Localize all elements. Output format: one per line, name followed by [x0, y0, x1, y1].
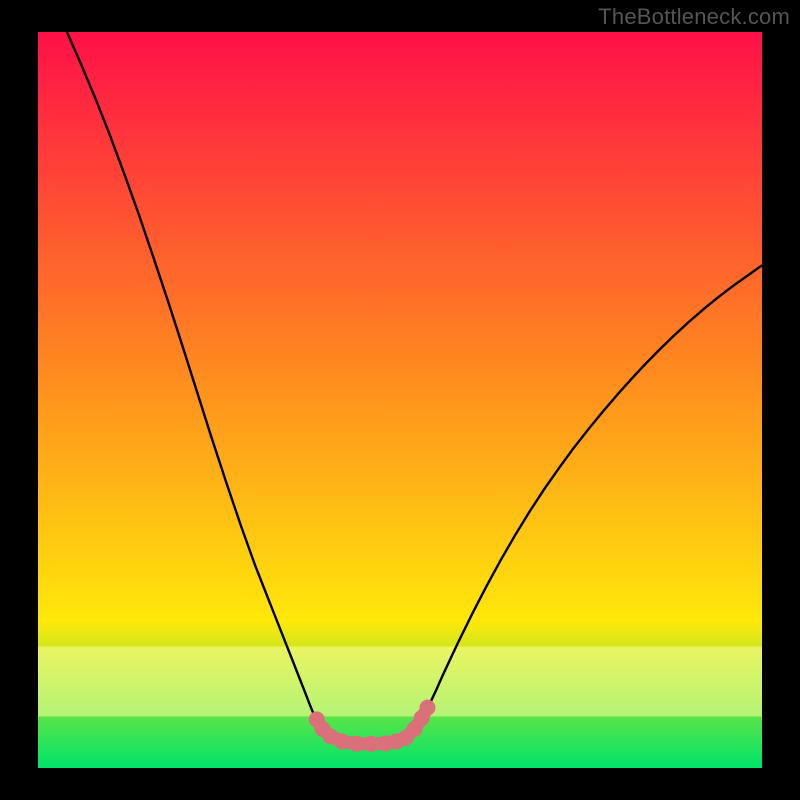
watermark-text: TheBottleneck.com — [598, 4, 790, 30]
series-bottom_highlight-marker — [349, 736, 364, 751]
series-bottom_highlight-marker — [364, 736, 379, 751]
chart-frame: TheBottleneck.com — [0, 0, 800, 800]
series-bottom_highlight-marker — [335, 734, 350, 749]
yellow-washout-band — [38, 647, 762, 717]
plot-svg — [0, 0, 800, 800]
series-bottom_highlight-marker — [420, 700, 435, 715]
